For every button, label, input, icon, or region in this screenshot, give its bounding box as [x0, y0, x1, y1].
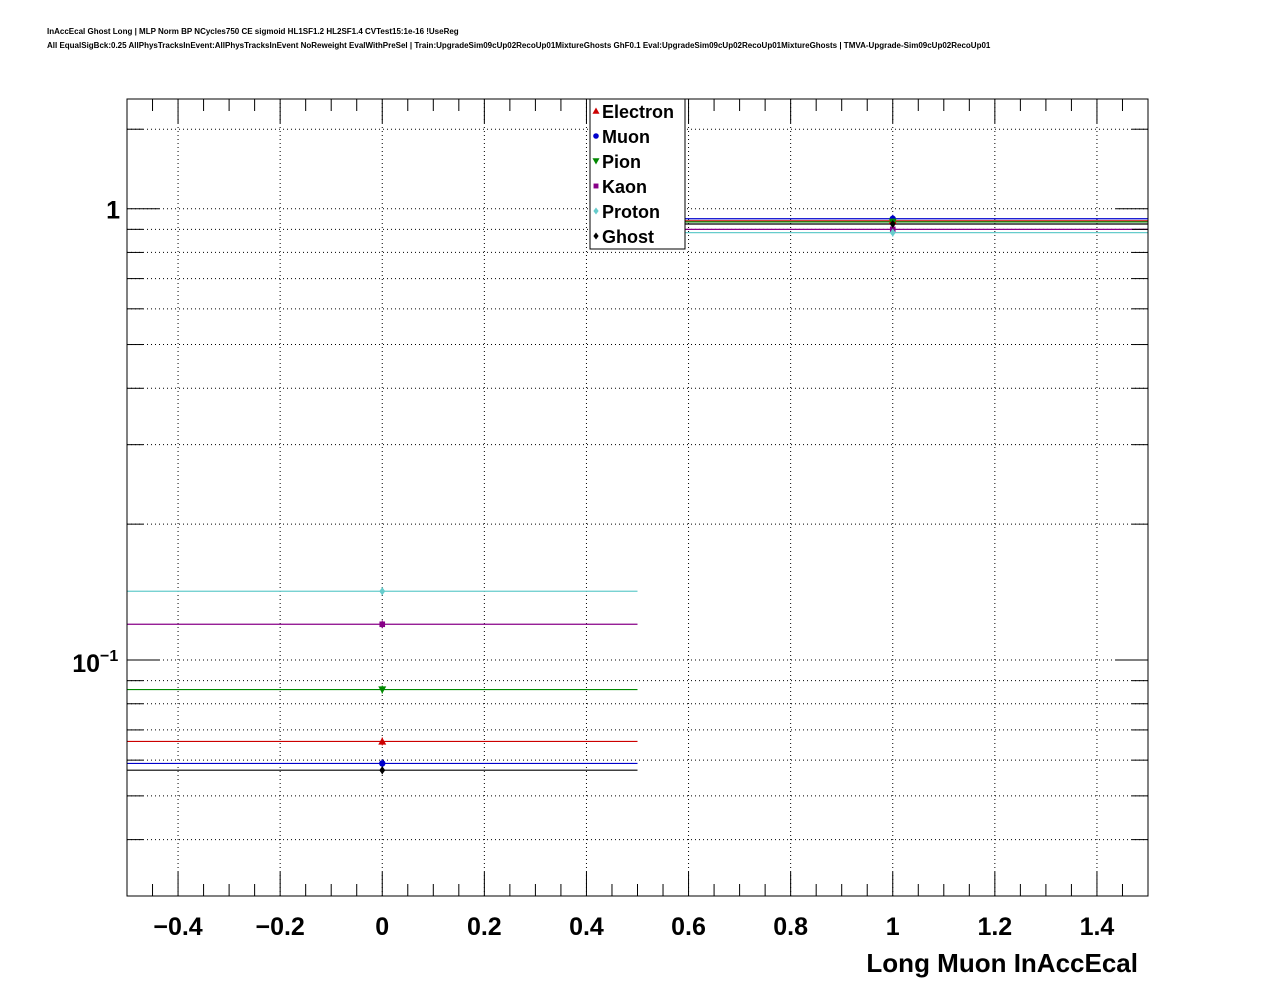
legend-label-ghost: Ghost: [602, 227, 654, 247]
ghost-point: [379, 766, 386, 775]
x-tick-label: 0.4: [569, 913, 604, 941]
legend-marker-kaon: [593, 183, 599, 189]
legend-label-proton: Proton: [602, 202, 660, 222]
x-tick-label: 0.2: [467, 913, 502, 941]
x-tick-label: 1.4: [1080, 913, 1115, 941]
x-tick-label: 1: [886, 913, 900, 941]
legend-marker-proton: [593, 207, 599, 215]
legend-marker-electron: [592, 107, 600, 114]
y-tick-label: 1: [106, 197, 120, 225]
legend-label-kaon: Kaon: [602, 177, 647, 197]
chart-title: InAccEcal Ghost Long | MLP Norm BP NCycl…: [47, 27, 459, 36]
y-tick-labels: 10 −1 1: [72, 197, 120, 678]
x-tick-label: −0.4: [153, 913, 202, 941]
pion-point: [378, 686, 387, 694]
legend-marker-pion: [592, 158, 600, 165]
x-tick-label: 1.2: [977, 913, 1012, 941]
proton-point: [379, 587, 386, 596]
legend: Electron Muon Pion Kaon Proton Ghost: [589, 98, 686, 250]
legend-label-electron: Electron: [602, 102, 674, 122]
legend-label-muon: Muon: [602, 127, 650, 147]
x-tick-label: 0: [375, 913, 389, 941]
x-axis-label: Long Muon InAccEcal: [866, 948, 1138, 978]
electron-point: [378, 737, 387, 745]
legend-box: [589, 98, 686, 250]
kaon-point: [379, 621, 386, 628]
x-tick-label: 0.8: [773, 913, 808, 941]
legend-marker-muon: [593, 133, 599, 139]
y-tick-label-exponent: −1: [100, 648, 118, 665]
x-tick-label: 0.6: [671, 913, 706, 941]
legend-marker-ghost: [593, 232, 599, 240]
series-lines: [127, 214, 1148, 775]
x-tick-labels: −0.4 −0.2 0 0.2 0.4 0.6 0.8 1 1.2 1.4: [153, 913, 1114, 941]
y-tick-label: 10: [72, 650, 100, 678]
chart-subtitle: All EqualSigBck:0.25 AllPhysTracksInEven…: [47, 41, 991, 50]
ghost-point: [889, 219, 896, 228]
muon-point: [379, 760, 386, 767]
x-tick-label: −0.2: [255, 913, 304, 941]
series-markers: [378, 215, 897, 775]
proton-point: [889, 228, 896, 237]
legend-label-pion: Pion: [602, 152, 641, 172]
